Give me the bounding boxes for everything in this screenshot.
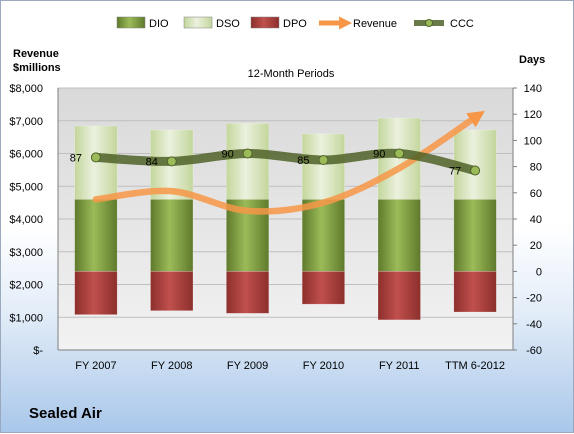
right-axis-title: Days [519, 54, 545, 66]
left-tick-label: $- [33, 345, 43, 357]
ccc-point [166, 156, 177, 167]
x-tick-label: FY 2008 [151, 360, 192, 372]
bar-dpo [377, 271, 421, 321]
left-tick-label: $1,000 [9, 312, 43, 324]
left-tick-label: $5,000 [9, 181, 43, 193]
legend-label-dpo: DPO [283, 18, 307, 30]
x-tick-label: FY 2011 [379, 360, 420, 372]
lines: 87 84 90 85 90 77 [70, 110, 485, 215]
bar-dio [301, 199, 345, 272]
ccc-point [90, 152, 101, 163]
legend-label-dso: DSO [216, 18, 240, 30]
ccc-line [91, 148, 480, 176]
right-tick-label: 20 [530, 240, 542, 252]
bar-dio [453, 199, 497, 272]
bar-dpo [74, 271, 118, 315]
legend-swatch-dso [183, 16, 213, 29]
right-tick-label: 60 [530, 188, 542, 200]
left-axis-title-line: Revenue [13, 48, 59, 60]
bars [74, 117, 497, 321]
left-tick-label: $3,000 [9, 247, 43, 259]
right-tick-label: -60 [526, 345, 542, 357]
ccc-data-label: 77 [449, 166, 461, 178]
company-name: Sealed Air [29, 405, 102, 422]
left-axis-title: Revenue $millions [13, 48, 61, 74]
ccc-data-label: 90 [221, 149, 233, 161]
x-tick-label: FY 2007 [75, 360, 116, 372]
revenue-line [92, 110, 485, 215]
ccc-point [470, 165, 481, 176]
bar-dso [301, 133, 345, 200]
right-tick-label: 100 [524, 135, 542, 147]
ccc-data-label: 84 [146, 156, 158, 168]
left-tick-label: $2,000 [9, 280, 43, 292]
right-tick-label: -40 [526, 319, 542, 331]
legend: DIO DSO DPO Revenue CCC [116, 16, 474, 30]
right-tick-label: -20 [526, 293, 542, 305]
legend-swatch-dpo [250, 16, 280, 29]
bar-dso [226, 123, 270, 200]
bar-dio [74, 199, 118, 272]
ccc-point [318, 155, 329, 166]
bar-dpo [150, 271, 194, 311]
left-axis-title-line: $millions [13, 62, 61, 74]
ccc-data-label: 87 [70, 152, 82, 164]
ccc-data-label: 90 [373, 149, 385, 161]
left-tick-label: $7,000 [9, 116, 43, 128]
chart-title: 12-Month Periods [248, 68, 335, 80]
bar-dpo [226, 271, 270, 314]
x-tick-label: FY 2009 [227, 360, 268, 372]
left-tick-label: $6,000 [9, 149, 43, 161]
ccc-data-label: 85 [297, 155, 309, 167]
right-tick-label: 140 [524, 83, 542, 95]
axes: $- $1,000 $2,000 $3,000 $4,000 $5,000 $6,000 $7… [9, 83, 542, 372]
legend-swatch-dio [116, 16, 146, 29]
legend-marker-ccc [425, 19, 433, 27]
right-tick-label: 80 [530, 162, 542, 174]
right-tick-label: 40 [530, 214, 542, 226]
legend-label-ccc: CCC [450, 18, 474, 30]
legend-label-dio: DIO [149, 18, 169, 30]
legend-label-revenue: Revenue [353, 18, 397, 30]
left-tick-label: $4,000 [9, 214, 43, 226]
bar-dpo [301, 271, 345, 305]
right-tick-label: 120 [524, 109, 542, 121]
bar-dio [377, 199, 421, 272]
ccc-point [242, 148, 253, 159]
bar-dio [150, 199, 194, 272]
x-tick-label: FY 2010 [303, 360, 344, 372]
ccc-point [394, 148, 405, 159]
x-tick-label: TTM 6-2012 [445, 360, 505, 372]
bar-dpo [453, 271, 497, 313]
right-tick-label: 0 [536, 266, 542, 278]
left-tick-label: $8,000 [9, 83, 43, 95]
